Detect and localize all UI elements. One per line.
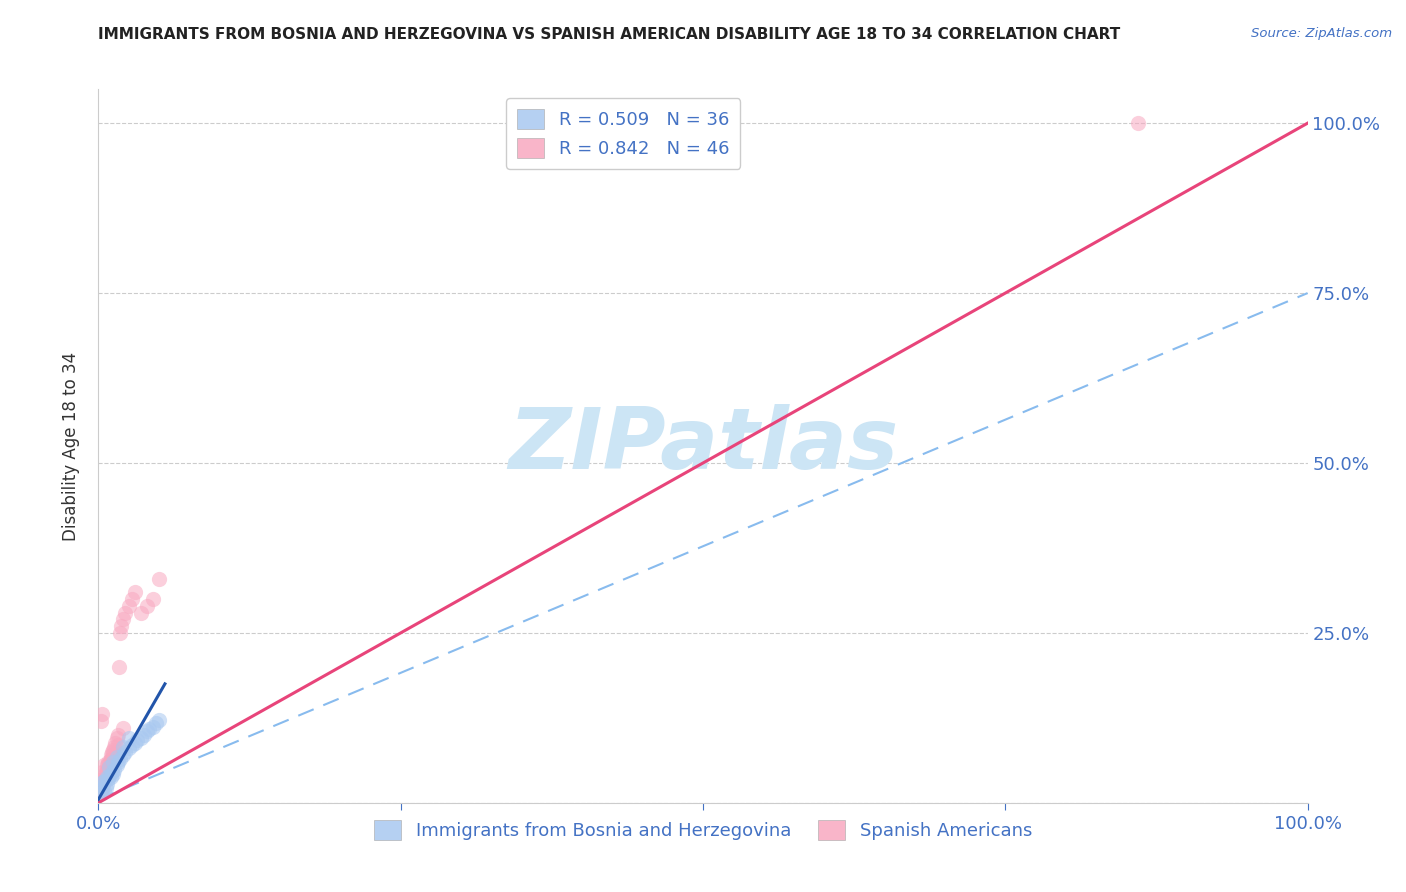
Point xyxy=(93,758,115,772)
Point xyxy=(91,777,114,791)
Point xyxy=(98,756,121,771)
Point xyxy=(142,720,165,734)
Point xyxy=(93,783,115,797)
Point xyxy=(121,591,143,606)
Point xyxy=(114,745,136,759)
Point xyxy=(135,724,157,739)
Point xyxy=(108,751,131,765)
Point xyxy=(107,728,129,742)
Point xyxy=(91,779,114,793)
Point xyxy=(97,762,120,776)
Point xyxy=(96,777,118,791)
Point xyxy=(91,772,114,786)
Point xyxy=(101,743,124,757)
Point xyxy=(100,770,122,784)
Point xyxy=(91,782,114,797)
Point xyxy=(138,723,160,737)
Point xyxy=(93,774,115,789)
Point xyxy=(97,772,120,786)
Point xyxy=(129,731,152,746)
Point xyxy=(97,755,120,769)
Point xyxy=(148,572,170,586)
Point xyxy=(93,775,115,789)
Point xyxy=(100,751,122,765)
Point xyxy=(111,612,134,626)
Point xyxy=(94,765,117,780)
Point xyxy=(127,733,149,747)
Text: ZIPatlas: ZIPatlas xyxy=(508,404,898,488)
Point xyxy=(111,740,134,755)
Point xyxy=(96,770,118,784)
Point xyxy=(103,763,125,777)
Point xyxy=(89,786,111,800)
Point xyxy=(107,738,129,752)
Point xyxy=(108,660,131,674)
Point xyxy=(96,767,118,781)
Point xyxy=(118,599,141,613)
Point xyxy=(107,755,129,769)
Point xyxy=(100,751,122,765)
Point xyxy=(142,591,165,606)
Point xyxy=(124,585,146,599)
Point xyxy=(101,747,124,761)
Point xyxy=(101,755,124,769)
Point xyxy=(111,748,134,763)
Point xyxy=(98,769,121,783)
Point xyxy=(105,758,128,772)
Point xyxy=(96,763,118,777)
Point xyxy=(91,786,114,800)
Point xyxy=(96,758,118,772)
Point xyxy=(90,780,112,795)
Point xyxy=(91,707,114,722)
Point xyxy=(111,721,134,735)
Point xyxy=(145,715,167,730)
Point xyxy=(134,728,156,742)
Point xyxy=(91,775,114,789)
Point xyxy=(104,736,127,750)
Point xyxy=(121,738,143,752)
Point xyxy=(1128,116,1150,130)
Point xyxy=(135,599,157,613)
Y-axis label: Disability Age 18 to 34: Disability Age 18 to 34 xyxy=(62,351,80,541)
Point xyxy=(103,740,125,755)
Point xyxy=(100,745,122,759)
Point xyxy=(100,748,122,763)
Point xyxy=(91,779,114,793)
Legend: Immigrants from Bosnia and Herzegovina, Spanish Americans: Immigrants from Bosnia and Herzegovina, … xyxy=(367,813,1039,847)
Point xyxy=(118,741,141,756)
Point xyxy=(98,760,121,774)
Point xyxy=(114,606,136,620)
Point xyxy=(101,767,124,781)
Point xyxy=(93,769,115,783)
Point xyxy=(91,765,114,780)
Point xyxy=(108,626,131,640)
Point xyxy=(148,713,170,727)
Point xyxy=(118,731,141,746)
Text: IMMIGRANTS FROM BOSNIA AND HERZEGOVINA VS SPANISH AMERICAN DISABILITY AGE 18 TO : IMMIGRANTS FROM BOSNIA AND HERZEGOVINA V… xyxy=(98,27,1121,42)
Point xyxy=(94,780,117,795)
Point xyxy=(105,731,128,746)
Point xyxy=(124,736,146,750)
Point xyxy=(90,782,112,797)
Point xyxy=(105,749,128,764)
Text: Source: ZipAtlas.com: Source: ZipAtlas.com xyxy=(1251,27,1392,40)
Point xyxy=(100,765,122,780)
Point xyxy=(129,606,152,620)
Point xyxy=(90,714,112,729)
Point xyxy=(110,619,132,633)
Point xyxy=(90,783,112,797)
Point xyxy=(94,770,117,784)
